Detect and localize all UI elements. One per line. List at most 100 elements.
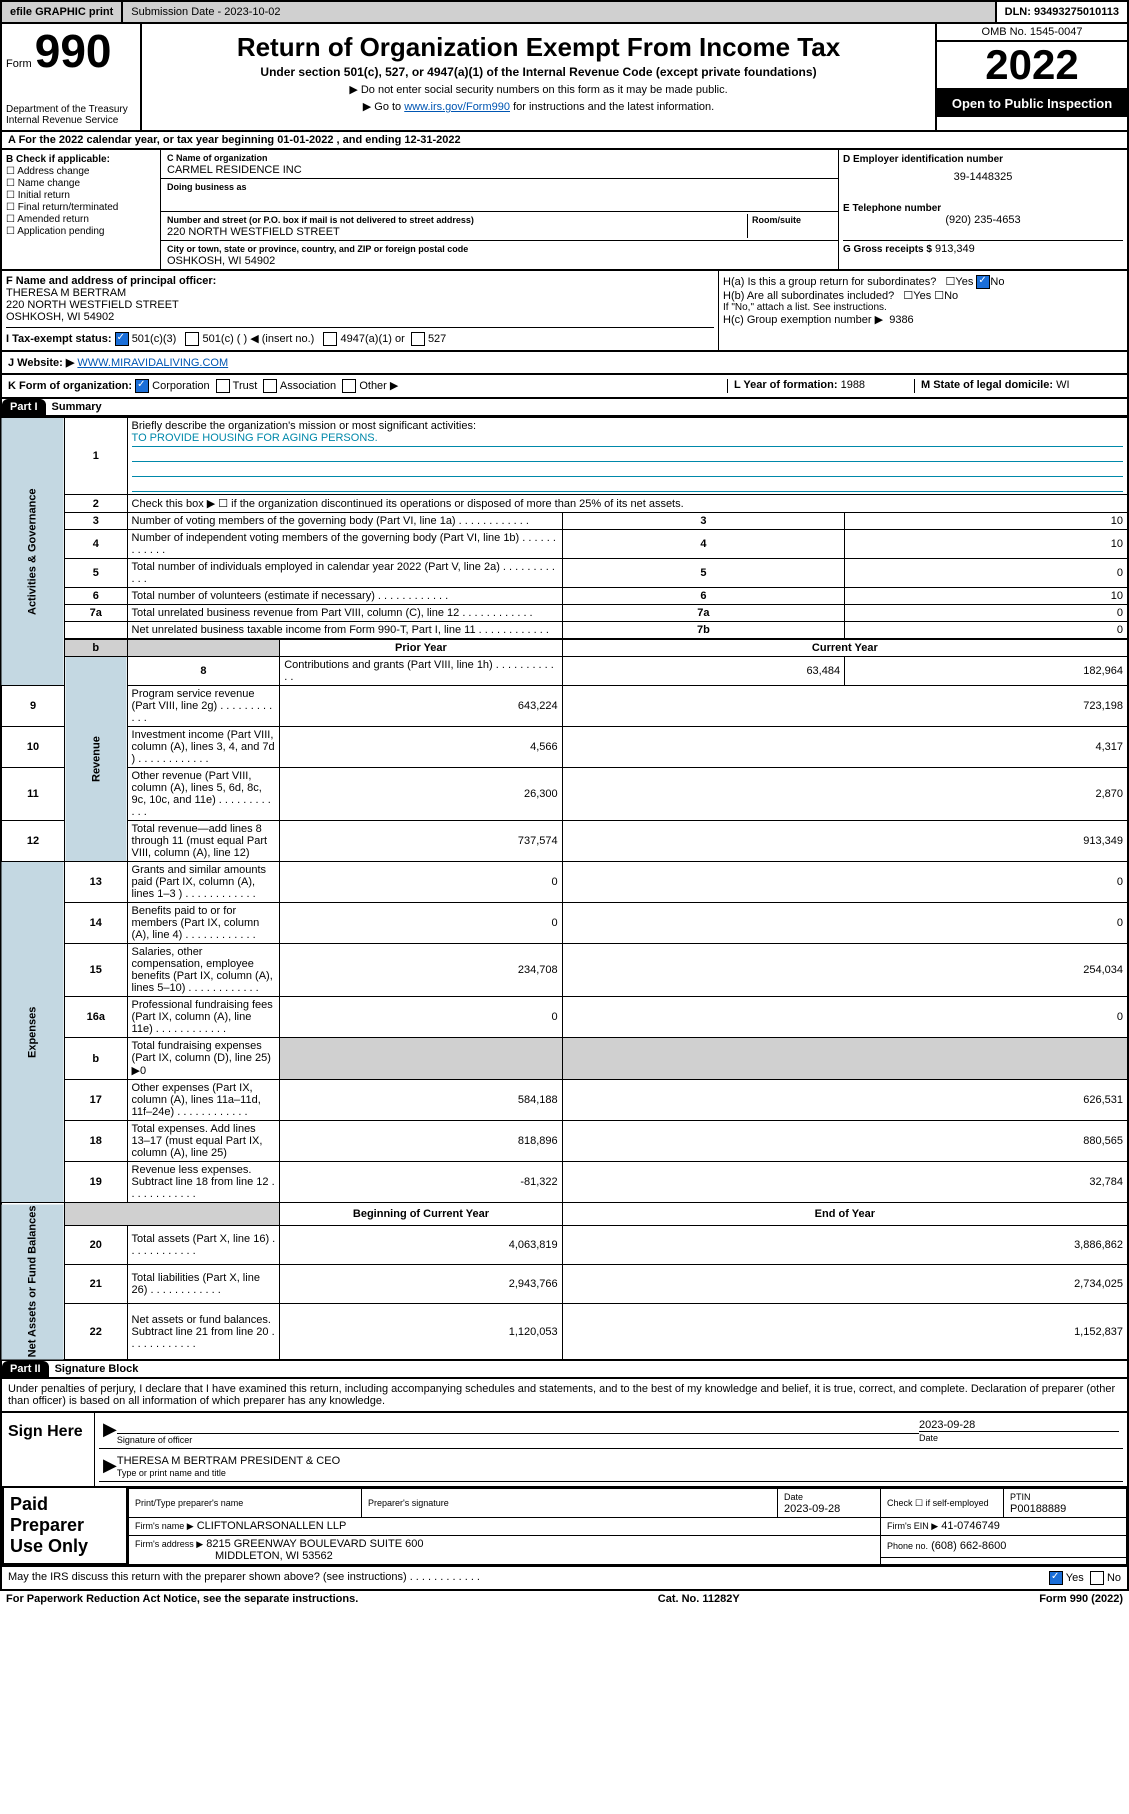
chk-name-change[interactable]: ☐ Name change [6, 178, 156, 189]
n20n: 20 [65, 1226, 128, 1265]
lbl-corp: Corporation [152, 380, 209, 392]
n22c: 1,152,837 [562, 1304, 1128, 1360]
efile-print-button[interactable]: efile GRAPHIC print [2, 2, 123, 22]
firm-ein-label: Firm's EIN ▶ [887, 1521, 938, 1531]
mission-blank2 [132, 462, 1123, 477]
r8c: 182,964 [845, 657, 1128, 686]
part-ii-header: Part II Signature Block [0, 1361, 1129, 1379]
e15n: 15 [65, 944, 128, 997]
r11n: 11 [1, 768, 65, 821]
r10c: 4,317 [562, 727, 1128, 768]
lbl-4947: 4947(a)(1) or [341, 333, 405, 345]
discuss-row: May the IRS discuss this return with the… [0, 1567, 1129, 1591]
phone-value: (608) 662-8600 [931, 1540, 1006, 1552]
chk-assoc[interactable] [263, 379, 277, 393]
col-prior: Prior Year [280, 639, 562, 657]
gross-value: 913,349 [935, 243, 975, 255]
e16bp [280, 1038, 562, 1080]
chk-corp[interactable] [135, 379, 149, 393]
e18c: 880,565 [562, 1121, 1128, 1162]
r9p: 643,224 [280, 686, 562, 727]
page-footer: For Paperwork Reduction Act Notice, see … [0, 1591, 1129, 1607]
chk-amended[interactable]: ☐ Amended return [6, 214, 156, 225]
n21c: 2,734,025 [562, 1265, 1128, 1304]
e13t: Grants and similar amounts paid (Part IX… [127, 862, 280, 903]
line1-text: Briefly describe the organization's miss… [132, 420, 476, 432]
l5n: 5 [65, 559, 128, 588]
section-fh: F Name and address of principal officer:… [0, 271, 1129, 352]
tab-governance: Activities & Governance [1, 418, 65, 686]
e16bn: b [65, 1038, 128, 1080]
domicile-label: M State of legal domicile: [921, 379, 1053, 391]
chk-address-change[interactable]: ☐ Address change [6, 166, 156, 177]
arrow-icon: ▶ [103, 1419, 117, 1446]
tel-value: (920) 235-4653 [843, 214, 1123, 226]
col-begin: Beginning of Current Year [280, 1203, 562, 1226]
paid-preparer-block: Paid Preparer Use Only Print/Type prepar… [0, 1488, 1129, 1567]
tab-expenses: Expenses [1, 862, 65, 1203]
paid-preparer-label: Paid Preparer Use Only [2, 1488, 128, 1565]
chk-other[interactable] [342, 379, 356, 393]
hb-note: If "No," attach a list. See instructions… [723, 302, 1123, 313]
phone-label: Phone no. [887, 1541, 928, 1551]
l7bb: 7b [562, 622, 844, 640]
chk-app-pending[interactable]: ☐ Application pending [6, 226, 156, 237]
discuss-yes[interactable] [1049, 1571, 1063, 1585]
firm-ein: 41-0746749 [941, 1520, 1000, 1532]
chk-501c3[interactable] [115, 332, 129, 346]
e16at: Professional fundraising fees (Part IX, … [127, 997, 280, 1038]
form-org-label: K Form of organization: [8, 380, 132, 392]
l7bv: 0 [845, 622, 1128, 640]
sign-here-label: Sign Here [2, 1413, 95, 1486]
lbl-trust: Trust [233, 380, 258, 392]
suite-label: Room/suite [752, 215, 801, 225]
chk-final-return[interactable]: ☐ Final return/terminated [6, 202, 156, 213]
l5v: 0 [845, 559, 1128, 588]
city-label: City or town, state or province, country… [167, 244, 468, 254]
l7av: 0 [845, 605, 1128, 622]
arrow-icon: ▶ [103, 1455, 117, 1479]
org-name: CARMEL RESIDENCE INC [167, 164, 302, 176]
firm-name-label: Firm's name ▶ [135, 1521, 194, 1531]
date-label: Date [919, 1433, 938, 1443]
chk-4947[interactable] [323, 332, 337, 346]
ptin-value: P00188889 [1010, 1503, 1066, 1515]
firm-city: MIDDLETON, WI 53562 [215, 1550, 333, 1562]
l4b: 4 [562, 530, 844, 559]
dept-label: Department of the Treasury [6, 104, 136, 115]
summary-table: Activities & Governance 1 Briefly descri… [0, 417, 1129, 1361]
irs-link[interactable]: www.irs.gov/Form990 [404, 101, 510, 113]
box-c: C Name of organization CARMEL RESIDENCE … [161, 150, 839, 269]
ha-no[interactable] [976, 275, 990, 289]
website-link[interactable]: WWW.MIRAVIDALIVING.COM [77, 357, 228, 369]
e15t: Salaries, other compensation, employee b… [127, 944, 280, 997]
row-j: J Website: ▶ WWW.MIRAVIDALIVING.COM [0, 352, 1129, 375]
chk-501c[interactable] [185, 332, 199, 346]
pt-date-label: Date [784, 1492, 803, 1502]
l7an: 7a [65, 605, 128, 622]
declaration-text: Under penalties of perjury, I declare th… [0, 1379, 1129, 1413]
pt-name-label: Print/Type preparer's name [135, 1498, 243, 1508]
e18p: 818,896 [280, 1121, 562, 1162]
irs-label: Internal Revenue Service [6, 115, 136, 126]
submission-date: Submission Date - 2023-10-02 [123, 2, 996, 22]
chk-initial-return[interactable]: ☐ Initial return [6, 190, 156, 201]
line2-text: Check this box ▶ ☐ if the organization d… [127, 495, 1128, 513]
e19t: Revenue less expenses. Subtract line 18 … [127, 1162, 280, 1203]
l6t: Total number of volunteers (estimate if … [127, 588, 562, 605]
discuss-no[interactable] [1090, 1571, 1104, 1585]
l3v: 10 [845, 513, 1128, 530]
no-label: No [1107, 1572, 1121, 1584]
firm-name: CLIFTONLARSONALLEN LLP [197, 1520, 347, 1532]
ein-value: 39-1448325 [843, 171, 1123, 183]
e14p: 0 [280, 903, 562, 944]
l3t: Number of voting members of the governin… [127, 513, 562, 530]
pt-sig-label: Preparer's signature [368, 1498, 449, 1508]
chk-527[interactable] [411, 332, 425, 346]
open-inspection: Open to Public Inspection [937, 90, 1127, 117]
n22p: 1,120,053 [280, 1304, 562, 1360]
ha-label: H(a) Is this a group return for subordin… [723, 276, 936, 288]
box-b: B Check if applicable: ☐ Address change … [2, 150, 161, 269]
chk-trust[interactable] [216, 379, 230, 393]
pt-self-employed[interactable]: Check ☐ if self-employed [881, 1489, 1004, 1518]
